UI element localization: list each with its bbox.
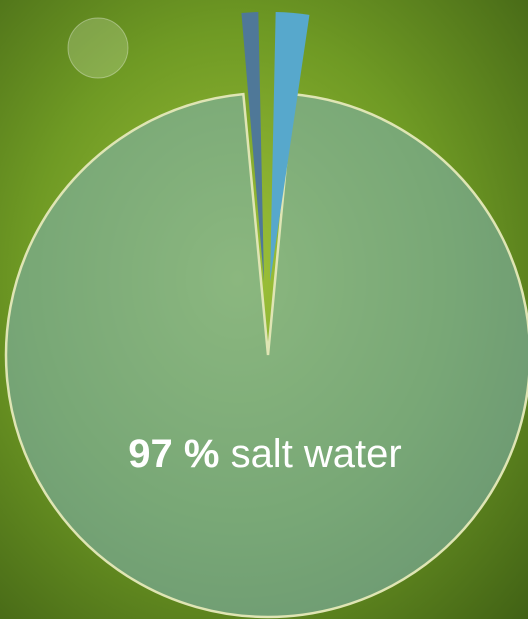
- bubble: [67, 17, 129, 79]
- category-label: salt water: [231, 432, 402, 476]
- pie-slice: [270, 12, 310, 283]
- pie-slice: [241, 12, 264, 283]
- slice-label: 97 % salt water: [128, 432, 401, 476]
- pie: [4, 12, 528, 619]
- pie-slice: [4, 92, 528, 619]
- value-label: 97 %: [128, 432, 219, 476]
